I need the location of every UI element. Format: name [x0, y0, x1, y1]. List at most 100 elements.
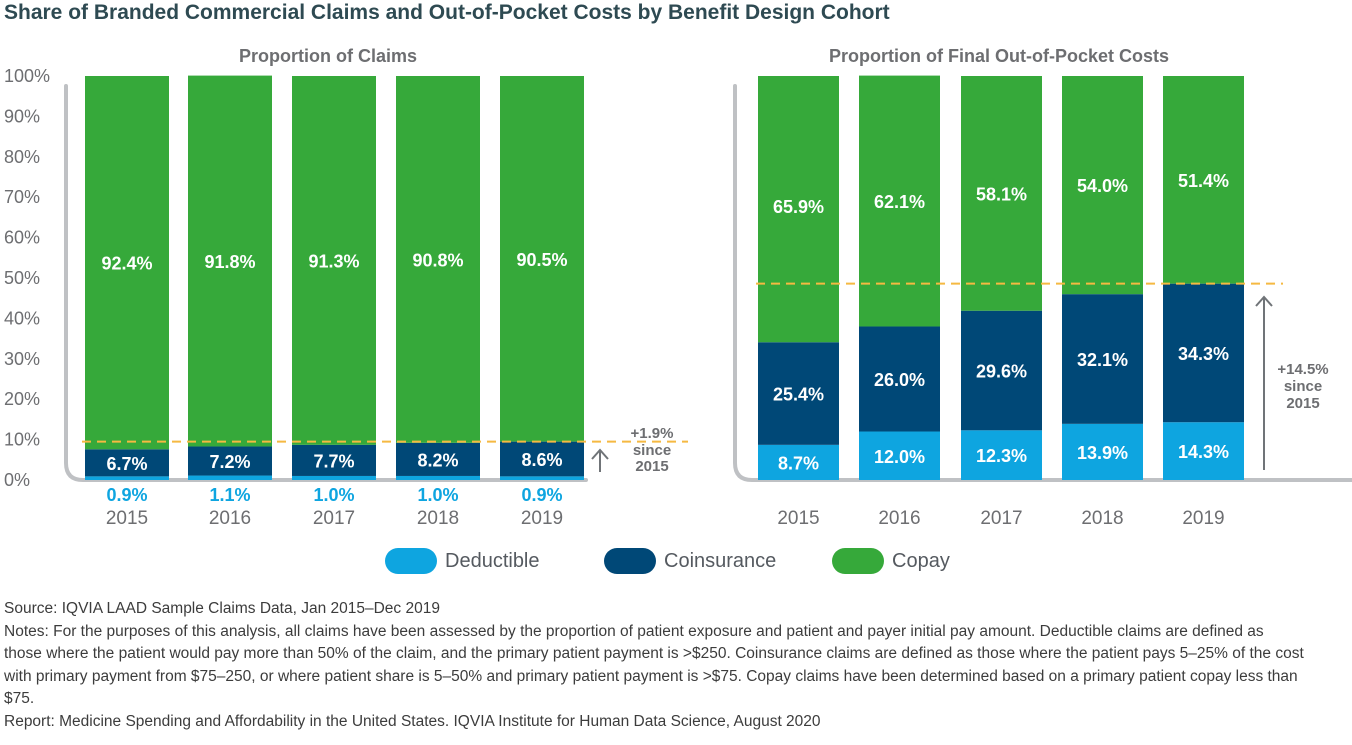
bar-segment-coinsurance: [1163, 283, 1244, 423]
bar-segment-coinsurance: [85, 449, 169, 477]
y-tick-label: 70%: [4, 187, 40, 207]
x-tick-label: 2019: [1182, 508, 1224, 529]
x-tick-label: 2017: [980, 508, 1022, 529]
legend-label-copay: Copay: [892, 549, 950, 572]
data-label-deductible: 8.7%: [778, 453, 819, 473]
data-label-deductible: 12.3%: [976, 446, 1027, 466]
legend-swatch-copay: [832, 548, 884, 574]
data-label-copay: 91.8%: [204, 252, 255, 272]
data-label-coinsurance: 29.6%: [976, 362, 1027, 382]
y-tick-label: 100%: [4, 66, 50, 86]
bar-segment-copay: [500, 76, 584, 442]
bar-segment-deductible: [188, 475, 272, 480]
y-tick-label: 0%: [4, 470, 30, 490]
data-label-copay: 90.8%: [412, 250, 463, 270]
data-label-copay: 54.0%: [1077, 176, 1128, 196]
data-label-coinsurance: 8.2%: [417, 450, 458, 470]
bar-segment-deductible: [292, 475, 376, 480]
data-label-coinsurance: 8.6%: [521, 450, 562, 470]
data-label-copay: 91.3%: [308, 251, 359, 271]
bar-segment-deductible: [859, 431, 940, 480]
panel-title: Proportion of Claims: [239, 46, 417, 66]
axis-bracket: [64, 84, 588, 482]
y-tick-label: 10%: [4, 430, 40, 450]
panel-title: Proportion of Final Out-of-Pocket Costs: [829, 46, 1169, 66]
data-label-deductible: 1.0%: [417, 485, 458, 505]
report-note: Report: Medicine Spending and Affordabil…: [4, 712, 821, 730]
annotation-since: since: [633, 442, 671, 459]
x-tick-label: 2018: [1081, 508, 1123, 529]
x-tick-label: 2015: [106, 508, 148, 529]
legend-label-coinsurance: Coinsurance: [664, 549, 777, 572]
axis-bracket: [733, 84, 1352, 482]
bar-segment-deductible: [961, 430, 1042, 480]
bar-segment-copay: [1062, 76, 1143, 295]
bar-segment-copay: [758, 76, 839, 343]
definitions-note: Notes: For the purposes of this analysis…: [4, 622, 1304, 708]
y-tick-label: 20%: [4, 389, 40, 409]
legend-swatch-deductible: [385, 548, 437, 574]
growth-arrow-icon: [591, 448, 609, 460]
notes-block: Source: IQVIA LAAD Sample Claims Data, J…: [4, 598, 1304, 733]
data-label-copay: 92.4%: [101, 254, 152, 274]
x-tick-label: 2017: [313, 508, 355, 529]
data-label-deductible: 1.1%: [209, 485, 250, 505]
bar-segment-coinsurance: [396, 442, 480, 476]
data-label-copay: 65.9%: [773, 197, 824, 217]
legend-item-coinsurance: Coinsurance: [604, 548, 776, 574]
bar-segment-coinsurance: [961, 310, 1042, 431]
data-label-deductible: 0.9%: [106, 485, 147, 505]
legend-item-copay: Copay: [832, 548, 950, 574]
x-tick-label: 2015: [777, 508, 819, 529]
chart-title: Share of Branded Commercial Claims and O…: [4, 1, 890, 24]
data-label-coinsurance: 34.3%: [1178, 344, 1229, 364]
bar-segment-deductible: [758, 444, 839, 480]
x-tick-label: 2016: [209, 508, 251, 529]
bar-segment-coinsurance: [1062, 294, 1143, 424]
data-label-deductible: 12.0%: [874, 447, 925, 467]
data-label-deductible: 13.9%: [1077, 443, 1128, 463]
charts-canvas: 0% 10% 20% 30% 40% 50% 60% 70% 80% 90% 100% Proport…: [4, 46, 1352, 529]
bar-segment-deductible: [85, 476, 169, 480]
x-tick-label: 2016: [878, 508, 920, 529]
bar-segment-copay: [188, 75, 272, 447]
data-label-copay: 62.1%: [874, 192, 925, 212]
y-tick-label: 40%: [4, 308, 40, 328]
bar-segment-coinsurance: [188, 446, 272, 476]
bar-segment-copay: [961, 76, 1042, 311]
data-label-coinsurance: 32.1%: [1077, 350, 1128, 370]
legend-label-deductible: Deductible: [445, 549, 540, 572]
bar-segment-copay: [396, 76, 480, 443]
legend-item-deductible: Deductible: [385, 548, 540, 574]
data-label-coinsurance: 26.0%: [874, 370, 925, 390]
bar-segment-coinsurance: [859, 326, 940, 432]
data-label-deductible: 1.0%: [313, 485, 354, 505]
bar-segment-deductible: [500, 476, 584, 480]
y-tick-label: 50%: [4, 268, 40, 288]
bar-segment-coinsurance: [758, 342, 839, 445]
data-label-coinsurance: 7.2%: [209, 452, 250, 472]
annotation-value: +1.9%: [631, 425, 674, 442]
data-label-coinsurance: 6.7%: [106, 454, 147, 474]
data-label-copay: 58.1%: [976, 184, 1027, 204]
data-label-copay: 90.5%: [516, 250, 567, 270]
bar-segment-copay: [292, 76, 376, 445]
x-tick-label: 2019: [521, 508, 563, 529]
bar-segment-deductible: [396, 475, 480, 480]
y-tick-label: 80%: [4, 147, 40, 167]
x-tick-label: 2018: [417, 508, 459, 529]
annotation-since: since: [1284, 378, 1322, 395]
legend-swatch-coinsurance: [604, 548, 656, 574]
data-label-coinsurance: 25.4%: [773, 385, 824, 405]
data-label-deductible: 0.9%: [521, 485, 562, 505]
bar-segment-copay: [85, 76, 169, 450]
bar-segment-deductible: [1062, 423, 1143, 480]
bar-segment-coinsurance: [292, 444, 376, 476]
growth-arrow-icon: [1255, 295, 1273, 307]
data-label-deductible: 14.3%: [1178, 442, 1229, 462]
data-label-copay: 51.4%: [1178, 171, 1229, 191]
annotation-value: +14.5%: [1277, 361, 1328, 378]
y-tick-label: 30%: [4, 349, 40, 369]
bar-segment-deductible: [1163, 422, 1244, 480]
bar-segment-copay: [1163, 76, 1244, 284]
